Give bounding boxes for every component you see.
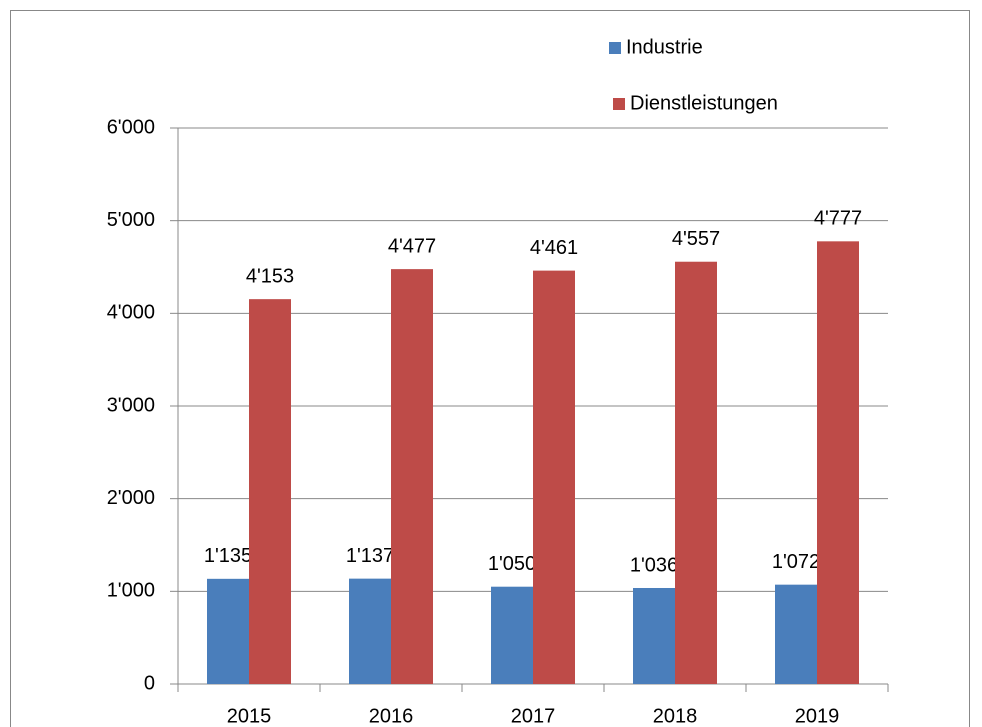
bar xyxy=(817,241,859,684)
y-tick-label: 2'000 xyxy=(107,487,155,509)
legend-swatch xyxy=(609,42,621,54)
value-label: 1'135 xyxy=(204,545,252,567)
bar xyxy=(775,584,817,684)
y-tick-label: 4'000 xyxy=(107,302,155,324)
bar xyxy=(391,269,433,684)
legend-label: Dienstleistungen xyxy=(630,92,778,114)
legend-label: Industrie xyxy=(626,36,703,58)
bar xyxy=(349,578,391,684)
bar xyxy=(675,261,717,684)
y-tick-label: 6'000 xyxy=(107,116,155,138)
x-tick-label: 2018 xyxy=(653,705,698,727)
y-tick-label: 0 xyxy=(144,672,155,694)
y-tick-label: 5'000 xyxy=(107,209,155,231)
legend-swatch xyxy=(613,98,625,110)
value-label: 1'036 xyxy=(630,554,678,576)
x-tick-label: 2016 xyxy=(369,705,414,727)
y-tick-label: 3'000 xyxy=(107,394,155,416)
bar xyxy=(207,578,249,684)
bar xyxy=(533,270,575,684)
x-tick-label: 2015 xyxy=(227,705,272,727)
value-label: 4'557 xyxy=(672,228,720,250)
x-tick-label: 2019 xyxy=(795,705,840,727)
value-label: 4'153 xyxy=(246,265,294,287)
bar xyxy=(491,586,533,684)
y-tick-label: 1'000 xyxy=(107,580,155,602)
value-label: 4'477 xyxy=(388,235,436,257)
value-label: 4'461 xyxy=(530,237,578,259)
x-tick-label: 2017 xyxy=(511,705,556,727)
value-label: 1'072 xyxy=(772,551,820,573)
bar xyxy=(249,299,291,684)
value-label: 4'777 xyxy=(814,208,862,230)
value-label: 1'050 xyxy=(488,553,536,575)
bar xyxy=(633,587,675,684)
value-label: 1'137 xyxy=(346,545,394,567)
